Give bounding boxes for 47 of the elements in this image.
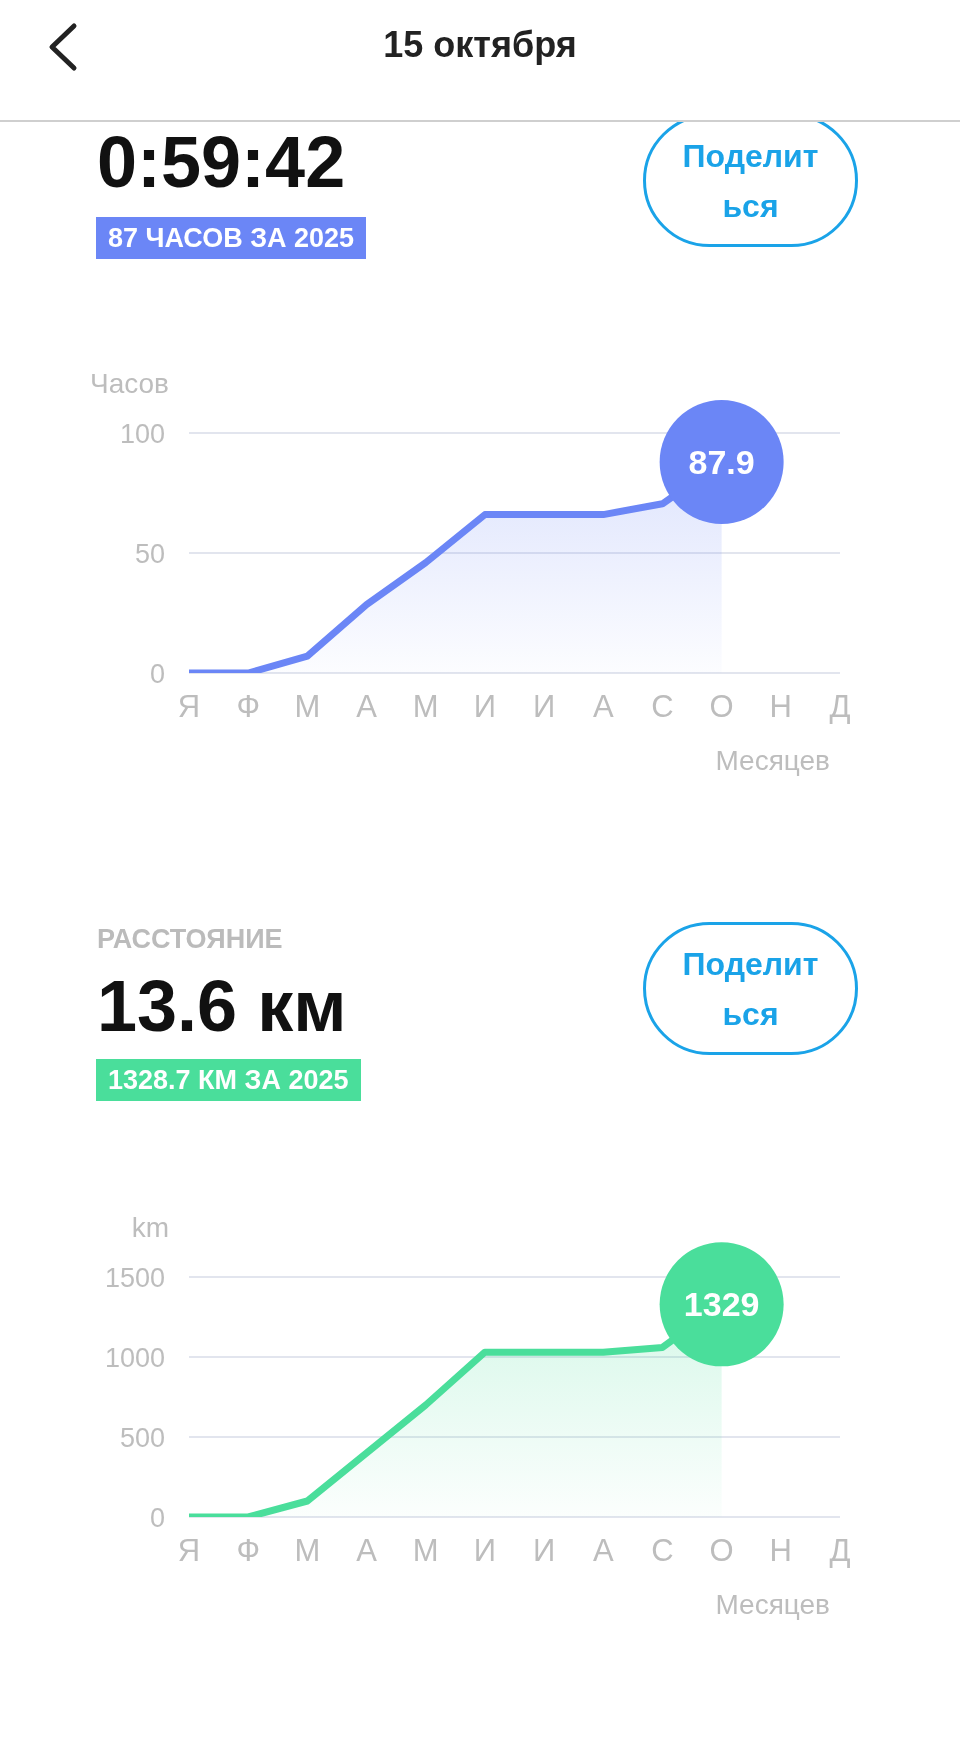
text: 0:59:42 (97, 122, 346, 202)
text: 87 ЧАСОВ ЗА 2025 (96, 217, 367, 259)
y-tick-label: 1000 (104, 1342, 165, 1373)
x-tick-label: Д (829, 689, 851, 725)
x-tick-label: А (356, 1533, 378, 1569)
x-axis-title: Месяцев (715, 1589, 830, 1620)
y-tick-label: 500 (119, 1422, 165, 1453)
x-tick-label: И (532, 689, 556, 725)
text: 13.6 км (97, 966, 347, 1046)
data-label: 87.9 (688, 443, 755, 482)
x-tick-label: М (294, 689, 321, 725)
x-axis-title: Месяцев (715, 745, 830, 776)
x-tick-label: О (709, 1533, 734, 1569)
x-tick-label: Ф (236, 1533, 260, 1569)
text: 15 октября (382, 24, 578, 66)
x-tick-label: И (532, 1533, 556, 1569)
text: Поделиться (681, 944, 820, 1034)
x-tick-label: А (592, 689, 614, 725)
x-tick-label: И (473, 689, 497, 725)
x-tick-label: Н (769, 1533, 793, 1569)
y-tick-label: 0 (149, 658, 165, 689)
x-tick-label: М (412, 689, 439, 725)
y-tick-label: 50 (134, 538, 165, 569)
x-tick-label: А (356, 689, 378, 725)
x-tick-label: М (294, 1533, 321, 1569)
x-tick-label: А (592, 1533, 614, 1569)
chart-title: РАССТОЯНИЕ (97, 924, 283, 955)
x-tick-label: С (651, 689, 674, 725)
y-tick-label: 100 (119, 418, 165, 449)
label-bubble: 87.9 (659, 400, 784, 525)
text: 1328.7 КМ ЗА 2025 (96, 1059, 361, 1101)
y-axis-title: Часов (90, 368, 169, 399)
x-tick-label: С (651, 1533, 674, 1569)
x-tick-label: Д (829, 1533, 851, 1569)
x-tick-label: Я (177, 1533, 201, 1569)
x-tick-label: Я (177, 689, 201, 725)
x-tick-label: О (709, 689, 734, 725)
y-axis-title: km (131, 1212, 169, 1243)
y-tick-label: 1500 (104, 1262, 165, 1293)
data-label: 1329 (683, 1285, 760, 1324)
y-tick-label: 0 (149, 1502, 165, 1533)
x-tick-label: Н (769, 689, 793, 725)
text: Поделиться (681, 136, 820, 226)
x-tick-label: И (473, 1533, 497, 1569)
label-bubble: 1329 (659, 1242, 784, 1367)
x-tick-label: М (412, 1533, 439, 1569)
x-tick-label: Ф (236, 689, 260, 725)
